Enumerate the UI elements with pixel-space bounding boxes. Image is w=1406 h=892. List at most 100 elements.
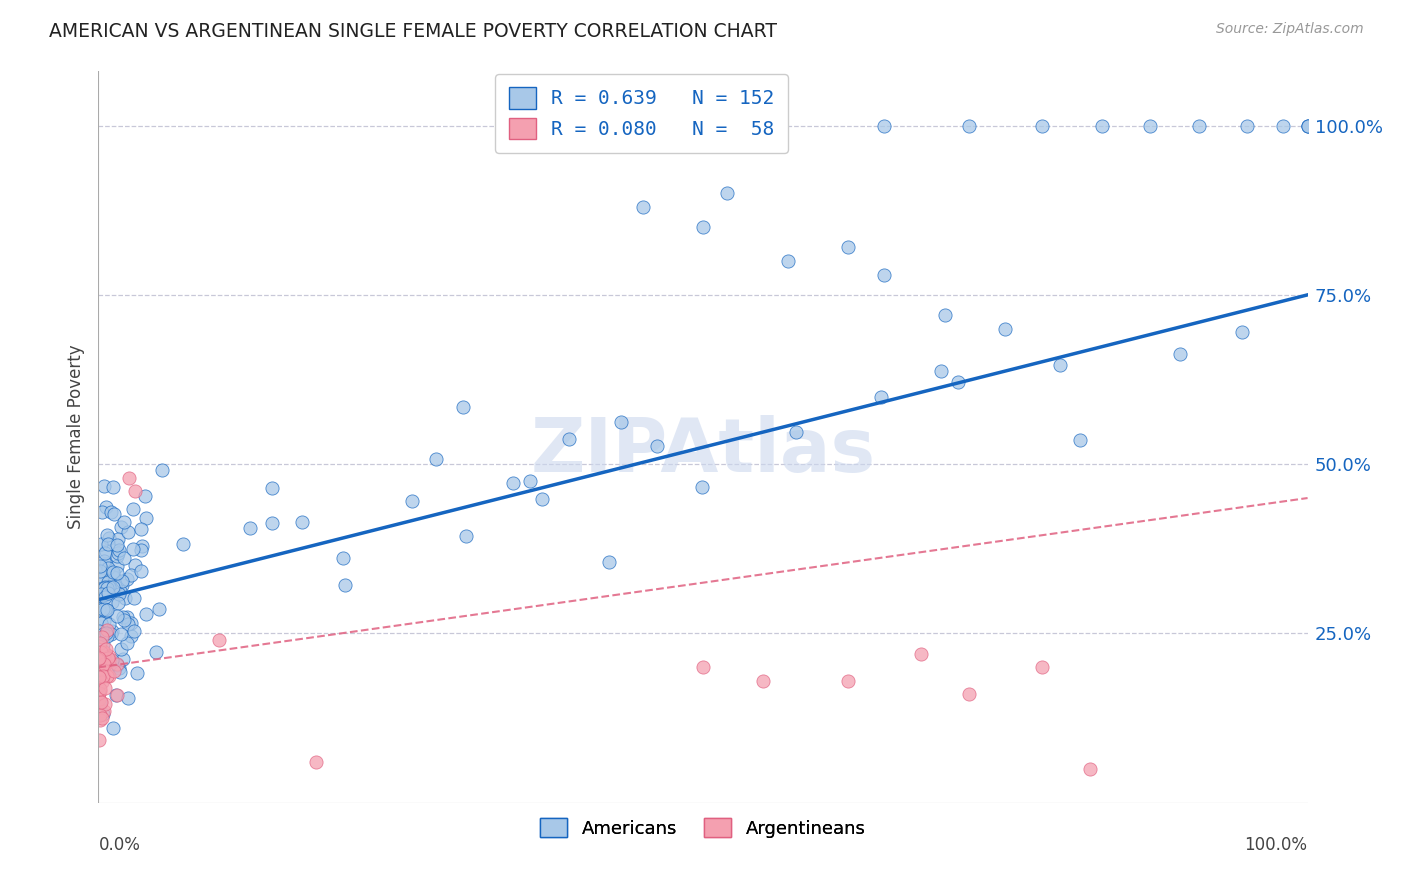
Point <box>335 578 357 592</box>
Point <box>96 625 118 640</box>
Point <box>94 590 117 604</box>
Point <box>94 604 117 618</box>
Point <box>90 630 112 644</box>
Point <box>93 479 115 493</box>
Point <box>87 679 110 693</box>
Point <box>89 564 111 578</box>
Point <box>105 657 128 672</box>
Point <box>91 711 114 725</box>
Point <box>112 550 135 565</box>
Point <box>692 220 714 235</box>
Point <box>100 505 122 519</box>
Point <box>752 673 775 688</box>
Point <box>112 515 135 529</box>
Point <box>96 657 118 671</box>
Point <box>456 529 478 543</box>
Point <box>94 580 117 594</box>
Point <box>87 652 110 666</box>
Point <box>90 648 112 662</box>
Point <box>103 580 125 594</box>
Point <box>105 549 128 563</box>
Text: AMERICAN VS ARGENTINEAN SINGLE FEMALE POVERTY CORRELATION CHART: AMERICAN VS ARGENTINEAN SINGLE FEMALE PO… <box>49 22 778 41</box>
Point <box>96 669 118 683</box>
Point <box>1296 119 1319 133</box>
Point <box>107 597 129 611</box>
Point <box>530 491 553 506</box>
Point <box>101 624 124 638</box>
Point <box>124 558 146 573</box>
Point <box>519 474 541 488</box>
Point <box>89 602 111 616</box>
Point <box>89 658 111 673</box>
Point <box>89 559 111 574</box>
Point <box>110 520 132 534</box>
Point <box>145 645 167 659</box>
Point <box>87 651 110 665</box>
Point <box>208 633 231 648</box>
Point <box>93 652 115 666</box>
Point <box>90 589 112 603</box>
Point <box>90 694 112 708</box>
Point <box>97 669 120 683</box>
Point <box>98 652 121 666</box>
Point <box>752 119 775 133</box>
Point <box>1139 119 1161 133</box>
Point <box>873 268 896 282</box>
Point <box>118 471 141 485</box>
Point <box>97 531 120 545</box>
Point <box>107 532 129 546</box>
Point <box>150 463 173 477</box>
Point <box>100 626 122 640</box>
Point <box>129 543 152 558</box>
Point <box>89 590 111 604</box>
Point <box>291 515 314 529</box>
Point <box>105 688 128 702</box>
Point <box>91 663 114 677</box>
Point <box>108 587 131 601</box>
Point <box>117 525 139 540</box>
Point <box>89 665 111 679</box>
Point <box>93 646 115 660</box>
Point <box>837 240 859 254</box>
Point <box>87 624 110 638</box>
Point <box>90 574 112 588</box>
Point <box>401 494 423 508</box>
Point <box>89 694 111 708</box>
Point <box>97 617 120 632</box>
Point <box>91 668 114 682</box>
Point <box>837 673 859 688</box>
Point <box>91 564 114 578</box>
Point <box>93 627 115 641</box>
Point <box>112 609 135 624</box>
Point <box>93 587 115 601</box>
Point <box>91 674 114 689</box>
Point <box>931 364 953 378</box>
Legend: Americans, Argentineans: Americans, Argentineans <box>533 811 873 845</box>
Point <box>87 692 110 706</box>
Point <box>127 665 149 680</box>
Point <box>87 670 110 684</box>
Point <box>94 557 117 571</box>
Point <box>94 544 117 558</box>
Point <box>131 539 153 553</box>
Point <box>260 516 283 530</box>
Text: 100.0%: 100.0% <box>1244 836 1308 854</box>
Point <box>94 681 117 695</box>
Point <box>1091 119 1114 133</box>
Point <box>101 570 124 584</box>
Point <box>101 565 124 579</box>
Point <box>91 707 114 722</box>
Point <box>104 688 127 702</box>
Point <box>98 648 121 663</box>
Point <box>107 538 129 552</box>
Point <box>260 481 283 495</box>
Point <box>994 322 1017 336</box>
Point <box>89 684 111 698</box>
Point <box>101 566 124 580</box>
Point <box>631 200 654 214</box>
Point <box>1031 660 1053 674</box>
Text: Source: ZipAtlas.com: Source: ZipAtlas.com <box>1216 22 1364 37</box>
Point <box>110 574 132 589</box>
Point <box>120 568 142 582</box>
Point <box>305 755 328 769</box>
